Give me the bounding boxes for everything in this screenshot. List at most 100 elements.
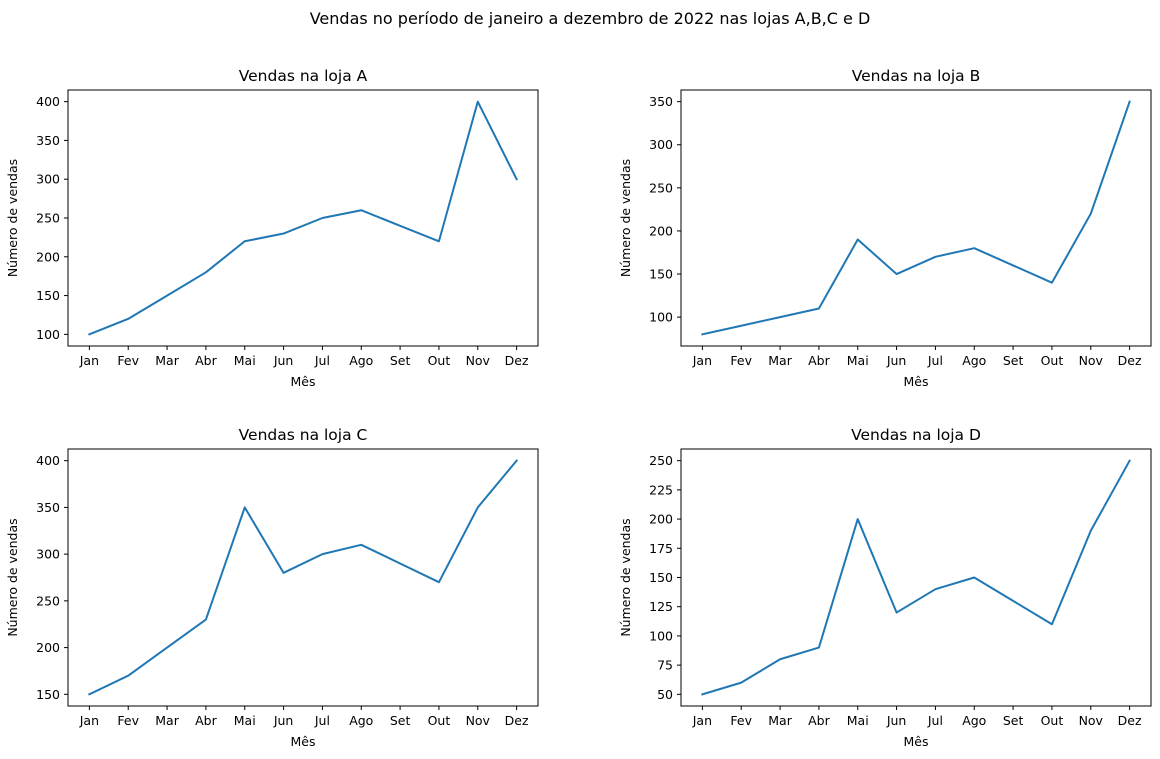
axes-frame-a: [67, 89, 539, 347]
y-tick-label-d: 50: [657, 687, 673, 702]
x-tick-label-a: Abr: [195, 353, 217, 368]
axes-frame-c: [67, 448, 539, 707]
x-tick-label-d: Jun: [886, 713, 907, 728]
y-tick-label-d: 225: [649, 482, 673, 497]
x-tick-label-a: Mai: [234, 353, 256, 368]
subplots-grid: Vendas na loja A Jan Fev Mar Abr Mai Jun Jul Ago…: [5, 67, 1152, 749]
x-tick-label-a: Dez: [505, 353, 529, 368]
series-line-c: [88, 459, 519, 696]
subplot-a: Vendas na loja A Jan Fev Mar Abr Mai Jun Jul Ago…: [5, 67, 539, 389]
x-tick-label-d: Abr: [808, 713, 830, 728]
x-tick-label-a: Fev: [117, 353, 139, 368]
y-tick-label-a: 300: [36, 172, 60, 187]
x-tick-label-b: Mai: [847, 353, 869, 368]
x-tick-label-d: Ago: [962, 713, 986, 728]
x-tick-label-d: Dez: [1118, 713, 1142, 728]
x-axis-label-c: Mês: [291, 734, 316, 749]
x-tick-label-d: Mar: [768, 713, 792, 728]
x-tick-label-b: Jul: [927, 353, 943, 368]
x-tick-label-a: Mar: [155, 353, 179, 368]
x-tick-label-d: Jul: [927, 713, 943, 728]
subplot-title-a: Vendas na loja A: [239, 67, 368, 85]
y-tick-label-b: 150: [649, 267, 673, 282]
y-tick-label-c: 350: [36, 500, 60, 515]
x-tick-label-b: Abr: [808, 353, 830, 368]
y-tick-label-d: 150: [649, 570, 673, 585]
x-tick-label-c: Jan: [79, 713, 99, 728]
x-tick-label-b: Ago: [962, 353, 986, 368]
y-tick-label-a: 200: [36, 249, 60, 264]
x-tick-label-c: Ago: [349, 713, 373, 728]
y-tick-label-c: 300: [36, 547, 60, 562]
y-tick-label-c: 250: [36, 593, 60, 608]
y-tick-label-d: 125: [649, 599, 673, 614]
x-tick-label-c: Set: [390, 713, 411, 728]
x-tick-label-a: Out: [428, 353, 451, 368]
x-tick-label-a: Jul: [314, 353, 330, 368]
x-tick-label-d: Jan: [692, 713, 712, 728]
y-tick-label-a: 350: [36, 133, 60, 148]
x-tick-label-d: Set: [1003, 713, 1024, 728]
y-axis-label-b: Número de vendas: [618, 159, 633, 277]
x-axis-label-a: Mês: [291, 374, 316, 389]
x-tick-label-c: Nov: [466, 713, 491, 728]
subplot-d: Vendas na loja D Jan Fev Mar Abr Mai Jun Jul Ago…: [618, 426, 1152, 749]
subplot-c: Vendas na loja C Jan Fev Mar Abr Mai Jun Jul Ago…: [5, 426, 539, 749]
subplot-title-c: Vendas na loja C: [239, 426, 368, 444]
y-tick-label-b: 300: [649, 137, 673, 152]
x-tick-label-a: Set: [390, 353, 411, 368]
x-tick-label-d: Nov: [1079, 713, 1104, 728]
series-line-b: [701, 100, 1131, 336]
y-tick-label-a: 150: [36, 288, 60, 303]
x-tick-label-c: Jun: [273, 713, 294, 728]
y-tick-label-a: 250: [36, 211, 60, 226]
x-tick-label-c: Out: [428, 713, 451, 728]
y-tick-label-b: 100: [649, 310, 673, 325]
subplot-title-d: Vendas na loja D: [851, 426, 981, 444]
y-tick-label-b: 200: [649, 223, 673, 238]
y-tick-label-c: 200: [36, 640, 60, 655]
subplot-b: Vendas na loja B Jan Fev Mar Abr Mai Jun Jul Ago…: [618, 67, 1152, 389]
x-tick-label-a: Jan: [79, 353, 99, 368]
y-tick-label-d: 75: [657, 658, 673, 673]
y-axis-label-d: Número de vendas: [618, 518, 633, 636]
series-line-a: [88, 100, 518, 336]
y-tick-label-b: 250: [649, 180, 673, 195]
series-line-d: [701, 459, 1131, 696]
axes-frame-b: [680, 89, 1152, 347]
y-axis-label-c: Número de vendas: [5, 518, 20, 636]
subplot-title-b: Vendas na loja B: [852, 67, 981, 85]
x-tick-label-b: Out: [1041, 353, 1064, 368]
x-tick-label-a: Ago: [349, 353, 373, 368]
x-tick-label-a: Jun: [273, 353, 294, 368]
y-axis-label-a: Número de vendas: [5, 159, 20, 277]
y-tick-label-d: 250: [649, 453, 673, 468]
x-tick-label-b: Fev: [730, 353, 752, 368]
y-tick-label-a: 100: [36, 327, 60, 342]
x-axis-label-d: Mês: [904, 734, 929, 749]
x-axis-label-b: Mês: [904, 374, 929, 389]
y-tick-label-b: 350: [649, 94, 673, 109]
x-tick-label-c: Dez: [505, 713, 529, 728]
x-tick-label-c: Mar: [155, 713, 179, 728]
figure-title: Vendas no período de janeiro a dezembro …: [310, 9, 871, 28]
x-tick-label-d: Fev: [730, 713, 752, 728]
y-tick-label-c: 400: [36, 453, 60, 468]
x-tick-label-b: Set: [1003, 353, 1024, 368]
x-tick-label-c: Mai: [234, 713, 256, 728]
x-tick-label-c: Fev: [117, 713, 139, 728]
y-tick-label-a: 400: [36, 94, 60, 109]
x-tick-label-a: Nov: [466, 353, 491, 368]
y-tick-label-d: 175: [649, 541, 673, 556]
x-tick-label-c: Abr: [195, 713, 217, 728]
y-tick-label-d: 100: [649, 628, 673, 643]
x-tick-label-b: Nov: [1079, 353, 1104, 368]
x-tick-label-b: Jun: [886, 353, 907, 368]
axes-frame-d: [680, 448, 1152, 707]
x-tick-label-d: Out: [1041, 713, 1064, 728]
x-tick-label-d: Mai: [847, 713, 869, 728]
x-tick-label-b: Jan: [692, 353, 712, 368]
y-tick-label-c: 150: [36, 687, 60, 702]
x-tick-label-c: Jul: [314, 713, 330, 728]
